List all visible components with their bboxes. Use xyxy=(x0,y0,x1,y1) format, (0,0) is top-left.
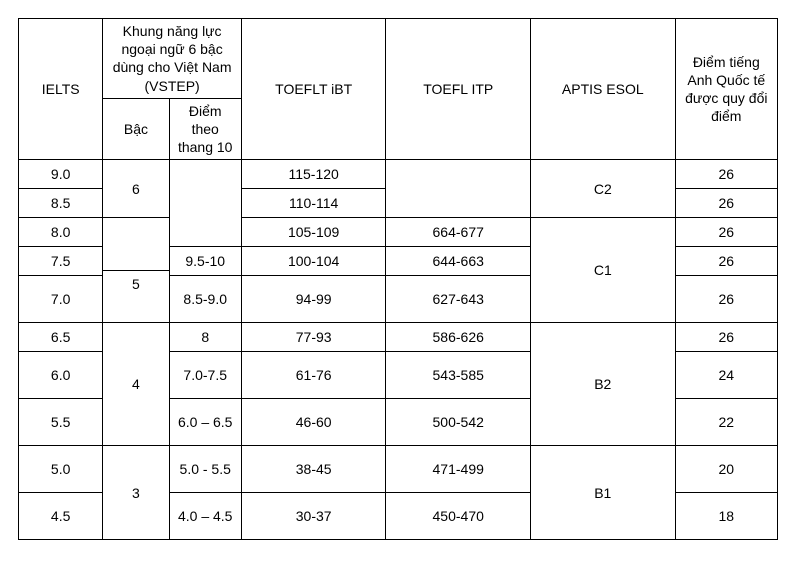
score-conversion-table: IELTS Khung năng lực ngoại ngữ 6 bậc dùn… xyxy=(18,18,778,540)
cell-qt: 26 xyxy=(675,160,777,189)
cell-ielts: 5.5 xyxy=(19,399,103,446)
header-vstep-group: Khung năng lực ngoại ngữ 6 bậc dùng cho … xyxy=(103,19,242,99)
cell-qt: 18 xyxy=(675,493,777,540)
cell-diem10: 5.0 - 5.5 xyxy=(169,446,241,493)
cell-ibt: 94-99 xyxy=(241,276,386,323)
table-row: 8.0 5 105-109 664-677 C1 26 xyxy=(19,218,778,247)
cell-qt: 26 xyxy=(675,323,777,352)
cell-diem10: 8 xyxy=(169,323,241,352)
cell-aptis: C2 xyxy=(531,160,676,218)
cell-itp: 500-542 xyxy=(386,399,531,446)
table-body: 9.0 6 115-120 C2 26 8.5 110-114 26 8.0 5… xyxy=(19,160,778,540)
cell-itp: 664-677 xyxy=(386,218,531,247)
cell-bac: 4 xyxy=(103,323,169,446)
cell-ielts: 5.0 xyxy=(19,446,103,493)
cell-ielts: 8.0 xyxy=(19,218,103,247)
cell-itp: 543-585 xyxy=(386,352,531,399)
cell-ielts: 4.5 xyxy=(19,493,103,540)
cell-itp: 644-663 xyxy=(386,247,531,276)
cell-ielts: 6.0 xyxy=(19,352,103,399)
cell-bac: 6 xyxy=(103,160,169,218)
cell-diem10 xyxy=(169,160,241,247)
cell-itp: 586-626 xyxy=(386,323,531,352)
cell-ibt: 77-93 xyxy=(241,323,386,352)
cell-ibt: 105-109 xyxy=(241,218,386,247)
cell-qt: 26 xyxy=(675,218,777,247)
header-aptis: APTIS ESOL xyxy=(531,19,676,160)
header-diem-qt: Điểm tiếng Anh Quốc tế được quy đổi điểm xyxy=(675,19,777,160)
cell-qt: 22 xyxy=(675,399,777,446)
cell-ielts: 6.5 xyxy=(19,323,103,352)
header-toefl-ibt: TOEFLT iBT xyxy=(241,19,386,160)
cell-ibt: 46-60 xyxy=(241,399,386,446)
cell-ielts: 9.0 xyxy=(19,160,103,189)
cell-diem10: 9.5-10 xyxy=(169,247,241,276)
cell-itp xyxy=(386,160,531,218)
cell-qt: 26 xyxy=(675,247,777,276)
cell-itp: 450-470 xyxy=(386,493,531,540)
cell-qt: 20 xyxy=(675,446,777,493)
cell-qt: 26 xyxy=(675,189,777,218)
cell-ibt: 115-120 xyxy=(241,160,386,189)
table-header: IELTS Khung năng lực ngoại ngữ 6 bậc dùn… xyxy=(19,19,778,160)
cell-aptis: B1 xyxy=(531,446,676,540)
cell-bac-5-label: 5 xyxy=(103,276,168,292)
cell-ibt: 30-37 xyxy=(241,493,386,540)
cell-aptis: C1 xyxy=(531,218,676,323)
cell-diem10: 4.0 – 4.5 xyxy=(169,493,241,540)
cell-itp: 627-643 xyxy=(386,276,531,323)
cell-qt: 24 xyxy=(675,352,777,399)
header-bac: Bậc xyxy=(103,98,169,160)
table-row: 5.0 3 5.0 - 5.5 38-45 471-499 B1 20 xyxy=(19,446,778,493)
cell-ibt: 38-45 xyxy=(241,446,386,493)
cell-ielts: 8.5 xyxy=(19,189,103,218)
cell-ielts: 7.0 xyxy=(19,276,103,323)
cell-qt: 26 xyxy=(675,276,777,323)
cell-ielts: 7.5 xyxy=(19,247,103,276)
table-row: 6.5 4 8 77-93 586-626 B2 26 xyxy=(19,323,778,352)
table-row: 9.0 6 115-120 C2 26 xyxy=(19,160,778,189)
cell-ibt: 110-114 xyxy=(241,189,386,218)
header-diem10: Điểm theo thang 10 xyxy=(169,98,241,160)
cell-diem10: 6.0 – 6.5 xyxy=(169,399,241,446)
cell-ibt: 61-76 xyxy=(241,352,386,399)
cell-diem10: 8.5-9.0 xyxy=(169,276,241,323)
cell-diem10: 7.0-7.5 xyxy=(169,352,241,399)
header-toefl-itp: TOEFL ITP xyxy=(386,19,531,160)
cell-itp: 471-499 xyxy=(386,446,531,493)
header-ielts: IELTS xyxy=(19,19,103,160)
cell-bac-bridge: 5 xyxy=(103,218,169,323)
cell-ibt: 100-104 xyxy=(241,247,386,276)
cell-aptis: B2 xyxy=(531,323,676,446)
cell-bac: 3 xyxy=(103,446,169,540)
